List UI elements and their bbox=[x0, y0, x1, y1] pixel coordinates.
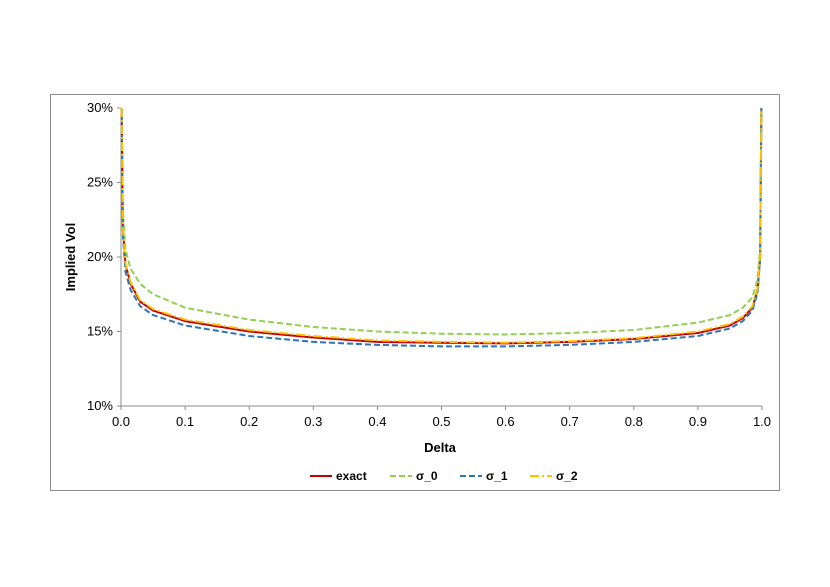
x-tick-label: 1.0 bbox=[753, 414, 771, 429]
y-tick-label: 25% bbox=[87, 175, 113, 190]
series-line-0 bbox=[120, 107, 763, 345]
y-tick-label: 15% bbox=[87, 324, 113, 339]
y-axis-title: Implied Vol bbox=[63, 223, 78, 291]
x-tick-label: 0.2 bbox=[240, 414, 258, 429]
x-tick-label: 0.0 bbox=[112, 414, 130, 429]
series-line-1 bbox=[120, 107, 763, 336]
x-tick-label: 0.7 bbox=[561, 414, 579, 429]
legend: exact σ_0 σ_1 σ_2 bbox=[310, 469, 578, 483]
axes bbox=[120, 108, 762, 407]
x-axis-title: Delta bbox=[424, 440, 457, 455]
series-line-3 bbox=[120, 107, 763, 344]
series-line-2 bbox=[120, 107, 763, 348]
x-tick-label: 0.9 bbox=[689, 414, 707, 429]
legend-label-3: σ_2 bbox=[556, 469, 578, 483]
legend-label-1: σ_0 bbox=[416, 469, 438, 483]
x-tick-label: 0.8 bbox=[625, 414, 643, 429]
series-lines bbox=[120, 107, 763, 348]
chart-frame bbox=[50, 94, 780, 491]
x-tick-label: 0.3 bbox=[304, 414, 322, 429]
x-tick-label: 0.5 bbox=[432, 414, 450, 429]
y-tick-label: 10% bbox=[87, 398, 113, 413]
x-ticks: 0.0 0.1 0.2 0.3 0.4 0.5 0.6 0.7 0.8 0.9 1.0 bbox=[112, 406, 771, 429]
legend-label-0: exact bbox=[336, 469, 367, 483]
y-tick-label: 30% bbox=[87, 100, 113, 115]
y-tick-label: 20% bbox=[87, 249, 113, 264]
x-tick-label: 0.1 bbox=[176, 414, 194, 429]
legend-label-2: σ_1 bbox=[486, 469, 508, 483]
x-tick-label: 0.6 bbox=[497, 414, 515, 429]
x-tick-label: 0.4 bbox=[368, 414, 386, 429]
y-ticks: 10% 15% 20% 25% 30% bbox=[87, 100, 121, 413]
